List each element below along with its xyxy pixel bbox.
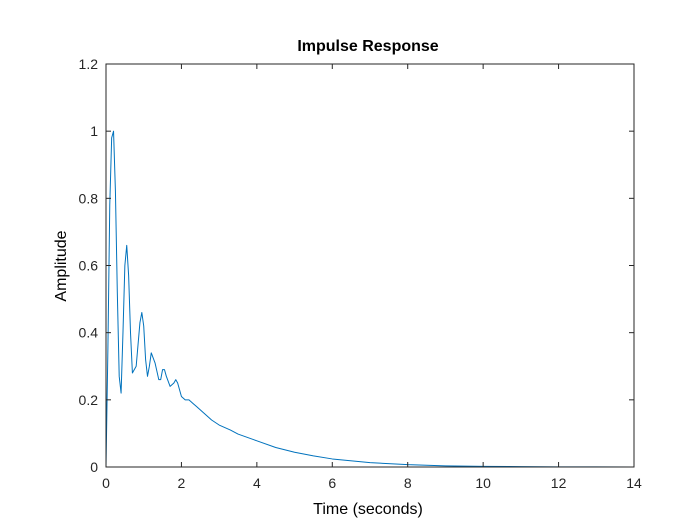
x-tick-label: 0 [102, 475, 110, 491]
y-tick-label: 0.6 [79, 258, 99, 274]
y-tick-label: 1.2 [79, 56, 99, 72]
y-tick-label: 0 [90, 459, 98, 475]
x-tick-label: 14 [626, 475, 642, 491]
x-tick-label: 8 [404, 475, 412, 491]
x-axis-label: Time (seconds) [313, 501, 423, 518]
x-tick-label: 2 [178, 475, 186, 491]
axes-layer: 0 2 4 6 8 10 12 14 0 0.2 0.4 0.6 0.8 1 1.2 [79, 56, 642, 491]
y-tick-label: 0.2 [79, 392, 99, 408]
x-tick-label: 4 [253, 475, 261, 491]
y-tick-label: 0.8 [79, 190, 99, 206]
y-tick-label: 0.4 [79, 325, 99, 341]
y-axis-label: Amplitude [53, 230, 70, 301]
series-line-1 [105, 130, 635, 468]
plot-area [106, 64, 634, 467]
x-tick-label: 12 [551, 475, 567, 491]
x-tick-label: 10 [475, 475, 491, 491]
data-layer [105, 130, 635, 468]
chart-title: Impulse Response [297, 38, 438, 55]
y-tick-label: 1 [90, 123, 98, 139]
x-tick-label: 6 [328, 475, 336, 491]
